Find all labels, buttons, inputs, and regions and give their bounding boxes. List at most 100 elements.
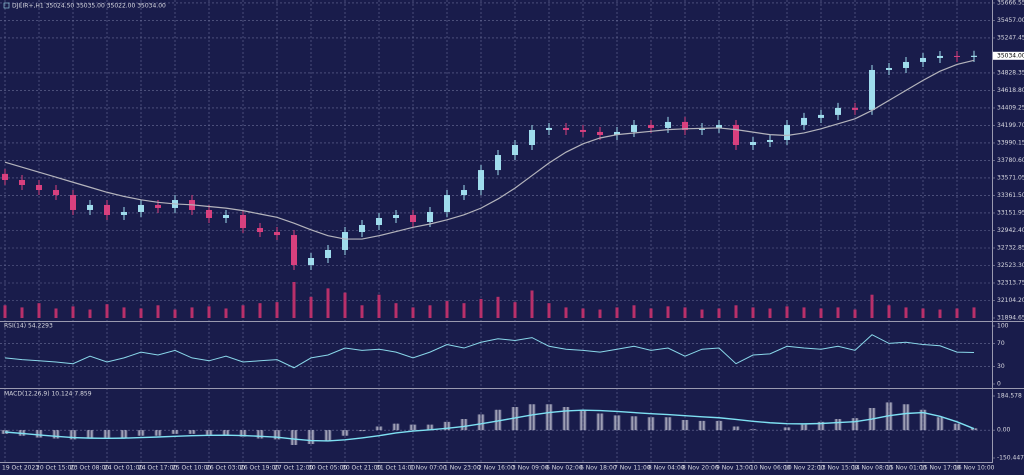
volume-bar: [207, 306, 211, 318]
y-tick-label: 32104.20: [997, 297, 1024, 304]
candle-body: [495, 155, 501, 171]
x-tick-label: 19 Oct 2023: [2, 465, 39, 472]
candle-body: [886, 67, 892, 70]
volume-bar: [394, 303, 398, 318]
candle-body: [461, 190, 467, 196]
volume-bar: [513, 302, 517, 318]
volume-bar: [938, 309, 942, 318]
volume-bar: [377, 294, 381, 318]
candle-body: [359, 225, 365, 233]
candle-body: [376, 217, 382, 226]
x-tick-label: 6 Nov 18:00: [580, 465, 617, 472]
volume-bar: [768, 308, 772, 318]
x-tick-label: 15 Nov 01:00: [886, 465, 927, 472]
candle-body: [563, 127, 569, 130]
x-tick-label: 2 Nov 16:00: [478, 465, 515, 472]
last-price-label: 35034.00: [997, 52, 1024, 59]
volume-bar: [343, 292, 347, 318]
volume-bar: [632, 305, 636, 318]
candle-body: [240, 214, 246, 229]
volume-bar: [547, 303, 551, 318]
candle-body: [274, 232, 280, 236]
y-tick-label: 184.578: [997, 393, 1022, 400]
volume-bar: [224, 308, 228, 318]
volume-bar: [717, 308, 721, 318]
candle-body: [325, 249, 331, 259]
x-tick-label: 9 Nov 13:00: [716, 465, 753, 472]
candle-body: [903, 61, 909, 68]
y-tick-label: 33151.95: [997, 209, 1024, 216]
volume-bar: [870, 294, 874, 318]
symbol-icon: [3, 2, 10, 9]
volume-bar: [275, 302, 279, 318]
x-tick-label: 1 Nov 23:00: [444, 465, 481, 472]
x-tick-label: 7 Nov 11:00: [614, 465, 651, 472]
y-tick-label: 32732.85: [997, 244, 1024, 251]
x-tick-label: 23 Oct 08:00: [70, 465, 109, 472]
volume-bar: [564, 307, 568, 318]
candle-body: [2, 173, 8, 180]
volume-bar: [479, 298, 483, 318]
volume-bar: [955, 308, 959, 318]
candle-body: [665, 121, 671, 128]
x-tick-label: 27 Oct 12:00: [274, 465, 313, 472]
y-tick-label: 32523.30: [997, 262, 1024, 269]
candle-body: [478, 170, 484, 191]
candle-body: [138, 204, 144, 212]
volume-bar: [581, 308, 585, 318]
y-tick-label: 35457.00: [997, 17, 1024, 24]
candle-body: [767, 139, 773, 142]
last-price-box: [993, 51, 1024, 60]
y-tick-label: 35247.45: [997, 34, 1024, 41]
volume-bar: [734, 305, 738, 318]
volume-bar: [54, 308, 58, 318]
candle-body: [393, 214, 399, 218]
y-tick-label: 32313.75: [997, 279, 1024, 286]
candle-body: [954, 55, 960, 57]
candle-body: [818, 114, 824, 118]
volume-bar: [598, 309, 602, 318]
candle-body: [784, 124, 790, 140]
candle-body: [733, 124, 739, 145]
candle-body: [682, 121, 688, 130]
volume-bar: [71, 306, 75, 318]
macd-signal: [4, 409, 975, 442]
volume-bar: [683, 307, 687, 318]
grid-layer: [0, 0, 992, 462]
volume-bar: [190, 307, 194, 318]
volume-bar: [904, 307, 908, 318]
candle-body: [546, 127, 552, 130]
x-tick-label: 24 Oct 01:00: [104, 465, 143, 472]
volume-bar: [3, 305, 7, 318]
volume-bar: [802, 307, 806, 318]
x-tick-label: 16 Nov 10:00: [954, 465, 995, 472]
candle-body: [53, 190, 59, 196]
x-tick-label: 8 Nov 04:00: [648, 465, 685, 472]
volume-bar: [972, 307, 976, 318]
x-tick-label: 26 Oct 19:00: [240, 465, 279, 472]
candle-body: [597, 131, 603, 135]
candle-body: [869, 69, 875, 110]
main-title: DJI[IR+,H1 35024.50 35035.00 35022.00 35…: [12, 3, 166, 10]
volume-bar: [88, 309, 92, 318]
candle-body: [223, 214, 229, 218]
candle-body: [750, 141, 756, 145]
candle-body: [155, 204, 161, 208]
volume-bar: [445, 301, 449, 318]
volume-bar: [853, 309, 857, 318]
volume-bar: [462, 303, 466, 318]
x-tick-label: 14 Nov 08:00: [852, 465, 893, 472]
x-tick-label: 30 Oct 21:00: [342, 465, 381, 472]
volume-bar: [292, 282, 296, 318]
volume-bar: [615, 307, 619, 318]
y-tick-label: 33571.05: [997, 174, 1024, 181]
volume-bar: [173, 309, 177, 318]
volume-bar: [530, 290, 534, 318]
x-tick-label: 13 Nov 15:00: [818, 465, 859, 472]
x-tick-label: 24 Oct 17:00: [138, 465, 177, 472]
volume-bar: [122, 307, 126, 318]
y-tick-label: 0.00: [997, 427, 1011, 434]
candle-body: [801, 117, 807, 125]
y-tick-label: 30: [997, 363, 1005, 370]
